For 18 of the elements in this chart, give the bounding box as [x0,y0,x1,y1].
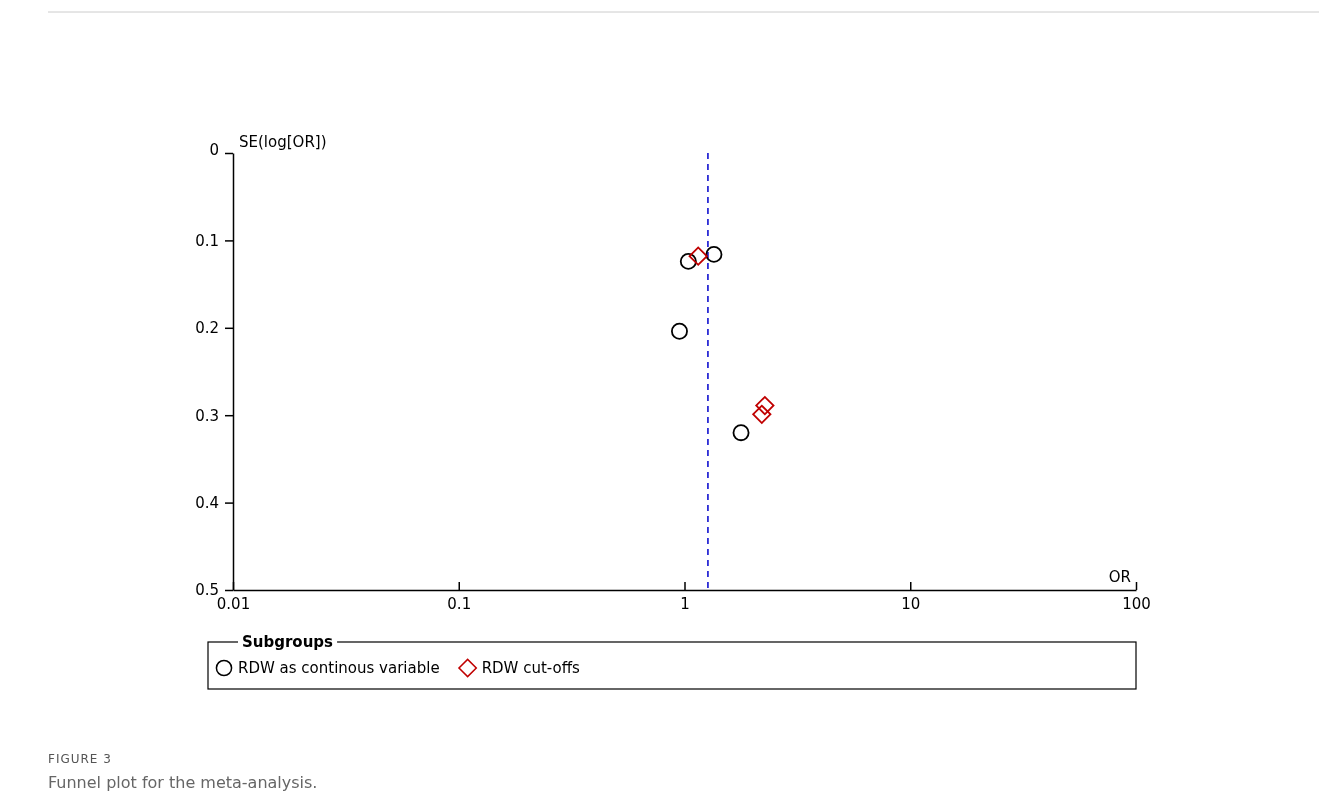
x-axis-title: OR [1108,568,1131,586]
x-tick-label: 0.01 [216,594,251,613]
y-tick-label: 0.2 [195,319,219,338]
x-tick-label: 100 [1122,594,1151,613]
x-tick-label: 1 [680,594,690,613]
x-tick-label: 0.1 [447,594,472,613]
y-axis-title: SE(log[OR]) [239,133,327,151]
legend-title: Subgroups [242,633,334,651]
y-tick-label: 0.5 [195,581,219,600]
legend-label: RDW as continous variable [238,659,440,677]
y-tick-label: 0.4 [195,493,219,512]
y-tick-label: 0.1 [195,231,219,250]
text: Funnel plot for the meta-analysis. [48,773,318,792]
legend-label: RDW cut-offs [481,659,581,677]
y-tick-label: 0 [209,141,219,159]
y-tick-label: 0.3 [195,406,219,425]
x-tick-label: 10 [901,594,921,613]
caption: FIGURE 3 [48,752,112,766]
